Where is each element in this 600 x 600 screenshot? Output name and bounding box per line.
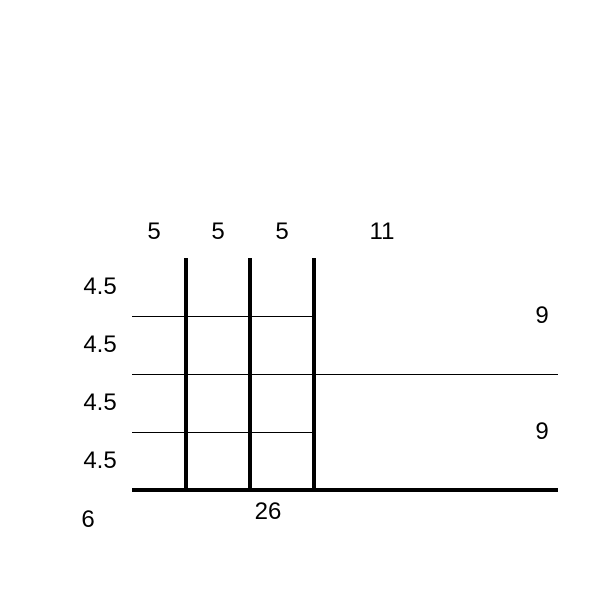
left-dimension-label: 4.5 bbox=[83, 273, 116, 301]
right-dimension-label: 9 bbox=[535, 418, 548, 446]
diagram-line bbox=[132, 316, 314, 317]
top-dimension-label: 11 bbox=[370, 218, 395, 246]
left-dimension-label: 4.5 bbox=[83, 389, 116, 417]
grid-diagram: 5 5 5 11 4.5 4.5 4.5 4.5 9 9 26 6 bbox=[0, 0, 600, 600]
bottom-left-label: 6 bbox=[81, 506, 94, 534]
left-dimension-label: 4.5 bbox=[83, 331, 116, 359]
top-dimension-label: 5 bbox=[275, 218, 288, 246]
diagram-line bbox=[132, 432, 314, 433]
top-dimension-label: 5 bbox=[147, 218, 160, 246]
left-dimension-label: 4.5 bbox=[83, 447, 116, 475]
top-dimension-label: 5 bbox=[211, 218, 224, 246]
right-dimension-label: 9 bbox=[535, 302, 548, 330]
diagram-line bbox=[132, 374, 558, 375]
bottom-total-label: 26 bbox=[255, 498, 282, 526]
diagram-line bbox=[132, 488, 558, 492]
